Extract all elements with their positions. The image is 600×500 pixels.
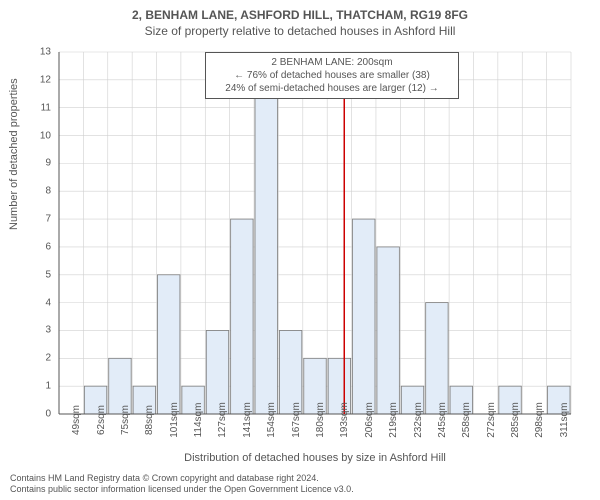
- y-tick-label: 9: [45, 158, 51, 169]
- x-tick-label: 167sqm: [291, 402, 302, 438]
- y-tick-label: 0: [45, 409, 51, 420]
- x-tick-label: 127sqm: [217, 402, 228, 438]
- x-tick-label: 101sqm: [169, 402, 180, 438]
- x-tick-label: 88sqm: [144, 405, 155, 435]
- page-title-1: 2, BENHAM LANE, ASHFORD HILL, THATCHAM, …: [0, 0, 600, 22]
- y-tick-label: 5: [45, 269, 51, 280]
- y-tick-label: 3: [45, 325, 51, 336]
- y-axis-label: Number of detached properties: [8, 78, 20, 230]
- x-tick-label: 258sqm: [461, 402, 472, 438]
- page-title-2: Size of property relative to detached ho…: [0, 22, 600, 38]
- x-tick-label: 154sqm: [266, 402, 277, 438]
- y-tick-label: 1: [45, 381, 51, 392]
- annotation-line-2: ← 76% of detached houses are smaller (38…: [212, 69, 452, 82]
- x-tick-label: 232sqm: [413, 402, 424, 438]
- x-tick-label: 245sqm: [437, 402, 448, 438]
- x-axis-label: Distribution of detached houses by size …: [55, 452, 575, 464]
- y-tick-label: 6: [45, 241, 51, 252]
- y-tick-label: 8: [45, 186, 51, 197]
- y-tick-label: 7: [45, 214, 51, 225]
- x-tick-label: 180sqm: [315, 402, 326, 438]
- x-tick-label: 193sqm: [339, 402, 350, 438]
- annotation-line-3: 24% of semi-detached houses are larger (…: [212, 82, 452, 95]
- x-tick-label: 219sqm: [388, 402, 399, 438]
- x-tick-label: 298sqm: [534, 402, 545, 438]
- x-tick-label: 285sqm: [510, 402, 521, 438]
- x-tick-label: 206sqm: [364, 402, 375, 438]
- x-tick-label: 62sqm: [96, 405, 107, 435]
- x-tick-label: 49sqm: [71, 405, 82, 435]
- annotation-line-1: 2 BENHAM LANE: 200sqm: [212, 56, 452, 69]
- x-tick-label: 114sqm: [193, 403, 204, 438]
- x-tick-label: 141sqm: [242, 402, 253, 438]
- footer: Contains HM Land Registry data © Crown c…: [10, 473, 354, 496]
- y-tick-label: 2: [45, 353, 51, 364]
- y-tick-label: 12: [40, 74, 51, 85]
- chart-area: 2 BENHAM LANE: 200sqm ← 76% of detached …: [55, 48, 575, 418]
- y-tick-label: 10: [40, 130, 51, 141]
- y-tick-label: 4: [45, 297, 51, 308]
- histogram-plot: [55, 48, 575, 418]
- y-tick-label: 13: [40, 47, 51, 58]
- footer-line-1: Contains HM Land Registry data © Crown c…: [10, 473, 354, 485]
- y-tick-label: 11: [41, 102, 51, 113]
- x-tick-label: 272sqm: [486, 402, 497, 438]
- annotation-box: 2 BENHAM LANE: 200sqm ← 76% of detached …: [205, 52, 459, 99]
- x-tick-label: 75sqm: [120, 405, 131, 435]
- x-tick-label: 311sqm: [559, 403, 570, 438]
- footer-line-2: Contains public sector information licen…: [10, 484, 354, 496]
